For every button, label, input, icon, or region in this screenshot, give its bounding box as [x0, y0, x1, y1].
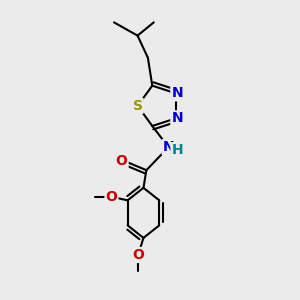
Text: O: O [132, 248, 144, 262]
Text: H: H [172, 143, 183, 157]
Text: N: N [163, 140, 174, 154]
Text: O: O [116, 154, 127, 168]
Text: N: N [171, 86, 183, 100]
Text: N: N [171, 111, 183, 125]
Text: O: O [106, 190, 117, 204]
Text: S: S [133, 99, 142, 113]
